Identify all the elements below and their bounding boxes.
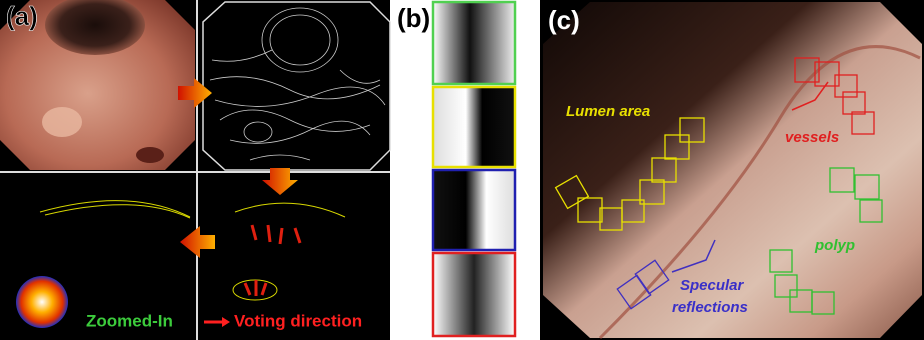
specular-label: reflections (672, 299, 748, 316)
page: (a) Zoomed-In Voting direction (b) (0, 0, 924, 340)
voting-caption: Voting direction (234, 311, 362, 330)
zoom-caption: Zoomed-In (86, 311, 173, 330)
filter-kernel (433, 253, 515, 336)
edge-map (203, 2, 390, 170)
filter-kernel (433, 87, 515, 167)
panel-c: (c) Lumen area vessels polyp Specular re… (540, 0, 924, 340)
figure: (a) Zoomed-In Voting direction (b) (0, 0, 924, 340)
panel-a: (a) Zoomed-In Voting direction (0, 0, 390, 340)
panel-label: (a) (6, 1, 38, 31)
lumen-label: Lumen area (566, 103, 650, 120)
shadow (136, 147, 164, 163)
panel-b: (b) (397, 2, 515, 336)
panel-label: (c) (548, 5, 580, 35)
filter-kernel (433, 2, 515, 84)
vessels-label: vessels (785, 129, 839, 146)
panel-label: (b) (397, 3, 430, 33)
filter-kernel (433, 170, 515, 250)
polyp (42, 107, 82, 137)
zoomed-blob (16, 276, 68, 328)
specular-label: Specular (680, 277, 745, 294)
polyp-label: polyp (814, 237, 855, 254)
